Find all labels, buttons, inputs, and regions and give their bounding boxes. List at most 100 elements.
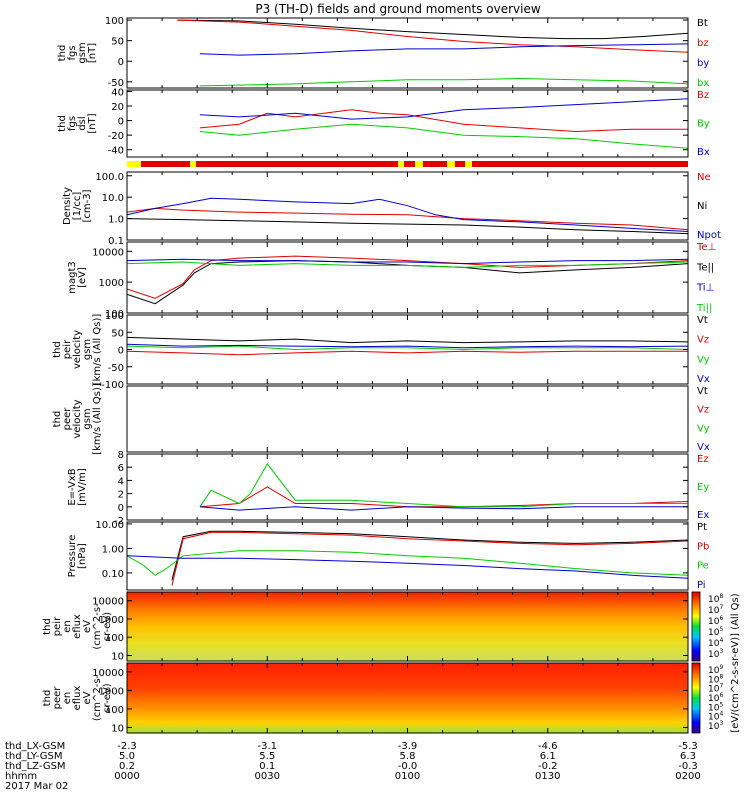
y-axis-label: thd peir velocity gsm [km/s (All Qs)] bbox=[52, 314, 103, 386]
y-axis-label-line: eV bbox=[82, 620, 93, 633]
legend-item-Te||: Te|| bbox=[696, 262, 714, 273]
time-axis-value: 0.2 bbox=[119, 761, 135, 772]
time-axis-value: -0.0 bbox=[398, 761, 418, 772]
y-axis-label-line: thd bbox=[57, 45, 68, 62]
series-line-Vz bbox=[126, 350, 688, 356]
time-axis-value: -0.3 bbox=[678, 761, 698, 772]
y-tick-label: 100 bbox=[105, 633, 124, 644]
y-axis-label-line: [nT] bbox=[87, 113, 98, 133]
legend-item-Vx: Vx bbox=[697, 374, 710, 385]
y-axis-label-line: [mV/m] bbox=[77, 468, 88, 506]
panel-density: 100.0 10.0 1.0 0.1 Density [1/cc] [cm-3] Ne Ni Np… bbox=[62, 171, 721, 247]
time-axis-value: 6.3 bbox=[680, 751, 696, 762]
legend-item-Pe: Pe bbox=[697, 561, 709, 572]
y-axis-label-line: E=-VxB bbox=[67, 468, 78, 505]
y-tick-label: 50 bbox=[111, 328, 124, 339]
series-line-Vt bbox=[126, 336, 689, 344]
series-line-Ne bbox=[126, 207, 689, 231]
colorbar-gradient bbox=[691, 662, 701, 734]
time-axis-value: 5.8 bbox=[400, 751, 416, 762]
y-axis-label-line: en bbox=[62, 620, 73, 633]
y-axis-label-line: Density bbox=[62, 187, 73, 225]
y-tick-label: 50 bbox=[111, 37, 124, 48]
series-line-Pt bbox=[171, 530, 689, 581]
y-axis-label-line: [nT] bbox=[87, 43, 98, 63]
panel-electron_velocity: thd peer velocity gsm [km/s (All Qs)] VtVzVyV… bbox=[52, 383, 710, 455]
time-axis-value: 0100 bbox=[395, 771, 420, 782]
y-tick-label: 100.0 bbox=[95, 172, 124, 183]
y-axis-label-line: dsl bbox=[77, 116, 88, 130]
y-tick-label: 100 bbox=[105, 311, 124, 322]
time-axis-value: 5.0 bbox=[119, 751, 135, 762]
series-line-Bx bbox=[199, 98, 689, 120]
y-axis-label-line: [km/s (All Qs)] bbox=[92, 383, 103, 455]
legend-item-Te⊥: Te⊥ bbox=[696, 242, 716, 253]
y-tick-label: 1.00 bbox=[102, 544, 124, 555]
y-axis-label-line: thd bbox=[57, 115, 68, 132]
series-line-Pb bbox=[171, 531, 689, 586]
colorbar-tick-label: 103 bbox=[708, 720, 723, 732]
series-line-Bt bbox=[177, 19, 689, 40]
time-axis-row-label: thd_LY-GSM bbox=[5, 751, 62, 762]
status-bar bbox=[127, 161, 688, 167]
y-axis-label-line: gsm bbox=[82, 408, 93, 429]
y-axis-label-line: (cm^2-s- bbox=[92, 603, 103, 650]
y-axis-label-line: [1/cc] bbox=[72, 192, 83, 221]
legend: Bt bz by bx bbox=[697, 18, 709, 89]
panel-fgs_dsl: 40 20 0 -20 -40 thd fgs dsl [nT] Bz By Bx bbox=[57, 87, 710, 158]
panel-fgs_gsm: 100 50 0 -50 thd fgs gsm [nT] Bt bz by bx bbox=[57, 16, 709, 89]
panel-efield: 8 6 4 2 0 -2 E=-VxB [mV/m] Ez Ey Ex bbox=[67, 450, 709, 527]
legend-item-Vz: Vz bbox=[697, 335, 709, 346]
y-tick-label: 1000 bbox=[99, 278, 124, 289]
time-axis-value: 5.5 bbox=[259, 751, 275, 762]
legend: Te⊥ Te|| Ti⊥ Ti|| bbox=[696, 242, 716, 314]
y-axis-label-line: peir bbox=[62, 339, 73, 359]
y-tick-label: 0.1 bbox=[108, 236, 124, 247]
time-axis-value: 6.1 bbox=[540, 751, 556, 762]
y-tick-label: 10000 bbox=[92, 247, 124, 258]
y-axis-label-line: [eV] bbox=[77, 267, 88, 288]
y-tick-label: 100 bbox=[105, 705, 124, 716]
y-tick-label: -50 bbox=[108, 78, 124, 89]
y-tick-label: 10 bbox=[111, 652, 124, 663]
legend-item-Ez: Ez bbox=[697, 454, 709, 465]
panel-frame bbox=[126, 385, 689, 453]
series-line-Pe bbox=[126, 550, 689, 576]
legend-item-Pb: Pb bbox=[697, 541, 709, 552]
y-axis-label-line: thd bbox=[52, 411, 63, 428]
legend-item-Ni: Ni bbox=[697, 201, 707, 212]
status-bar-segment bbox=[127, 161, 141, 167]
y-tick-label: 2 bbox=[118, 490, 124, 501]
status-bar-segment bbox=[398, 161, 404, 167]
y-tick-label: -100 bbox=[101, 380, 124, 391]
legend: Vt Vz Vy Vx bbox=[697, 386, 710, 453]
panel-temperature: 10000 1000 100 magt3 [eV] Te⊥ Te|| Ti⊥ Ti|| bbox=[67, 241, 716, 320]
colorbar-units-label: [eV/(cm^2-s-sr-eV)] (All Qs) bbox=[730, 593, 741, 732]
legend: Vt Vz Vy Vx bbox=[697, 315, 710, 385]
legend-item-Ex: Ex bbox=[697, 510, 709, 521]
colorbar-tick-label: 103 bbox=[708, 648, 723, 660]
y-axis-label-line: [cm-3] bbox=[82, 189, 93, 222]
y-axis-label-line: fgs bbox=[67, 45, 78, 60]
legend-item-Pi: Pi bbox=[697, 580, 706, 591]
legend-item-Pt: Pt bbox=[697, 522, 707, 533]
series-line-Ni bbox=[126, 218, 689, 235]
series-line-Vy bbox=[126, 345, 689, 351]
y-axis-label: magt3 [eV] bbox=[67, 261, 88, 294]
y-axis-label-line: magt3 bbox=[67, 261, 78, 294]
panel-frame bbox=[126, 89, 689, 158]
panel-frame bbox=[126, 453, 689, 521]
time-axis-value: -2.3 bbox=[117, 741, 137, 752]
legend-item-Npot: Npot bbox=[697, 230, 721, 241]
legend: Pt Pb Pe Pi bbox=[697, 522, 709, 591]
y-axis-label-line: gsm bbox=[82, 339, 93, 360]
legend-item-Vy: Vy bbox=[697, 423, 710, 434]
time-axis-value: -0.2 bbox=[538, 761, 558, 772]
y-tick-label: 0.10 bbox=[102, 569, 124, 580]
time-axis-row-label: 2017 Mar 02 bbox=[5, 781, 68, 792]
y-tick-label: 0 bbox=[118, 117, 124, 128]
y-tick-label: 100 bbox=[105, 16, 124, 27]
